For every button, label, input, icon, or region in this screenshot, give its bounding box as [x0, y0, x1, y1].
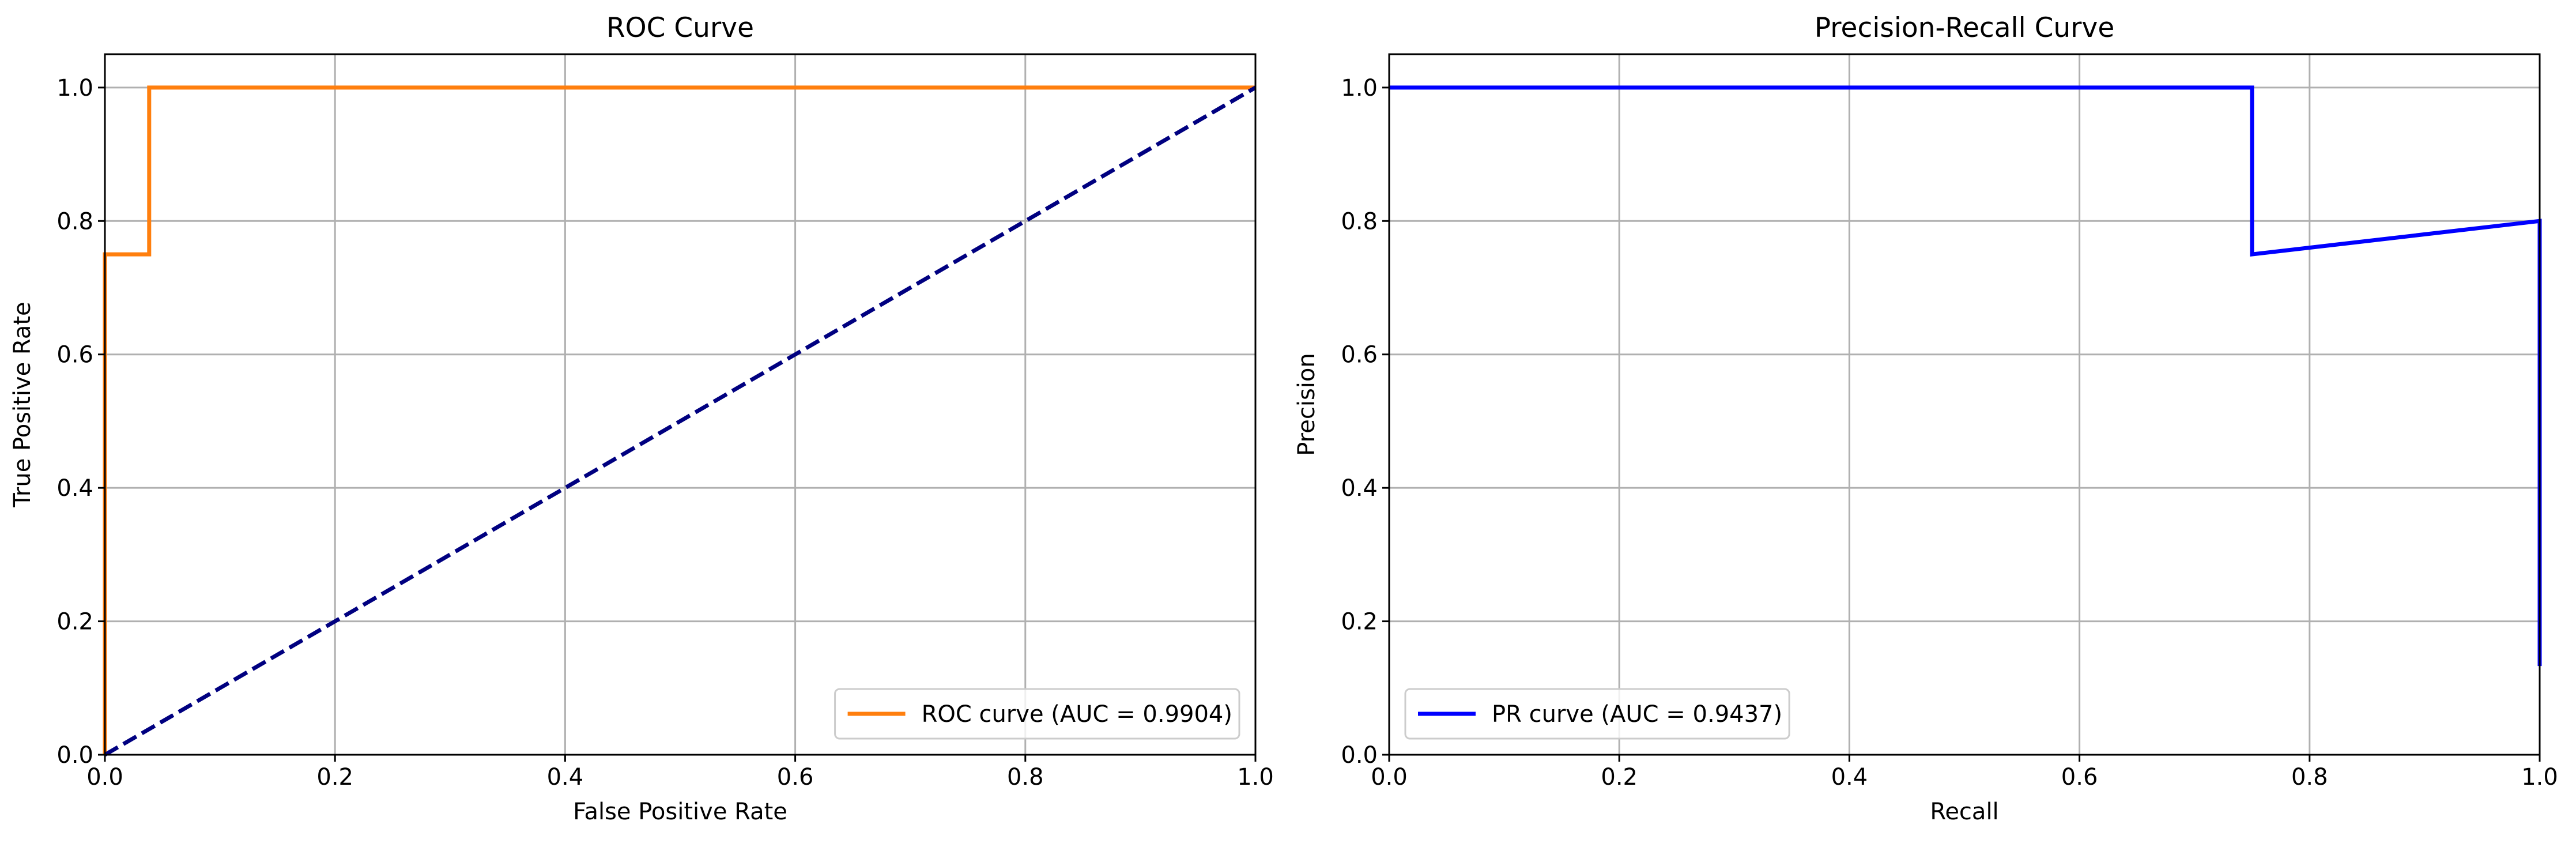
roc-title: ROC Curve — [606, 12, 754, 44]
pr-axes-frame — [1388, 53, 2541, 756]
pr-y-tick-label: 0.4 — [1341, 475, 1378, 502]
pr-legend: PR curve (AUC = 0.9437) — [1404, 688, 1790, 740]
pr-title: Precision-Recall Curve — [1815, 12, 2115, 44]
roc-x-axis-label: False Positive Rate — [573, 799, 787, 825]
roc-chart: 0.0 0.2 0.4 0.6 0.8 1.0 0.0 0.2 0.4 0.6 0.8 1.0 ROC… — [9, 12, 1274, 825]
pr-x-axis-label: Recall — [1930, 799, 1998, 825]
roc-axes-frame — [104, 53, 1257, 756]
pr-legend-box — [1404, 688, 1790, 740]
pr-x-tick-label: 1.0 — [2521, 764, 2558, 790]
roc-legend: ROC curve (AUC = 0.9904) — [834, 688, 1240, 740]
pr-chart: 0.0 0.2 0.4 0.6 0.8 1.0 0.0 0.2 0.4 0.6 0.8 1.0 Pre… — [1293, 12, 2558, 825]
pr-x-tick-label: 0.2 — [1601, 764, 1638, 790]
roc-y-tick-label: 0.6 — [56, 342, 93, 368]
roc-legend-label: ROC curve (AUC = 0.9904) — [922, 701, 1232, 728]
roc-y-axis-label: True Positive Rate — [9, 302, 36, 507]
pr-legend-label: PR curve (AUC = 0.9437) — [1492, 701, 1782, 728]
pr-y-tick-label: 0.6 — [1341, 342, 1378, 368]
pr-x-tick-label: 0.4 — [1831, 764, 1868, 790]
roc-legend-box — [834, 688, 1240, 740]
pr-y-tick-label: 0.8 — [1341, 208, 1378, 235]
roc-x-tick-label: 0.6 — [777, 764, 814, 790]
roc-series-line-1 — [104, 85, 1257, 757]
roc-y-tick-label: 0.4 — [56, 475, 93, 502]
roc-x-tick-label: 0.4 — [547, 764, 584, 790]
pr-y-tick-label: 0.0 — [1341, 742, 1378, 769]
pr-x-tick-label: 0.8 — [2291, 764, 2328, 790]
roc-y-tick-label: 0.8 — [56, 208, 93, 235]
roc-y-tick-label: 1.0 — [56, 75, 93, 101]
roc-ticks: 0.0 0.2 0.4 0.6 0.8 1.0 0.0 0.2 0.4 0.6 0.8 1.0 — [56, 75, 1273, 790]
pr-y-tick-label: 0.2 — [1341, 609, 1378, 635]
roc-y-tick-label: 0.2 — [56, 609, 93, 635]
pr-y-axis-label: Precision — [1293, 353, 1320, 456]
roc-x-tick-label: 0.0 — [86, 764, 123, 790]
pr-ticks: 0.0 0.2 0.4 0.6 0.8 1.0 0.0 0.2 0.4 0.6 0.8 1.0 — [1341, 75, 2558, 790]
pr-x-tick-label: 0.6 — [2061, 764, 2098, 790]
roc-x-tick-label: 0.8 — [1007, 764, 1044, 790]
roc-x-tick-label: 0.2 — [316, 764, 353, 790]
roc-x-tick-label: 1.0 — [1237, 764, 1274, 790]
pr-x-tick-label: 0.0 — [1371, 764, 1408, 790]
roc-y-tick-label: 0.0 — [56, 742, 93, 769]
pr-y-tick-label: 1.0 — [1341, 75, 1378, 101]
